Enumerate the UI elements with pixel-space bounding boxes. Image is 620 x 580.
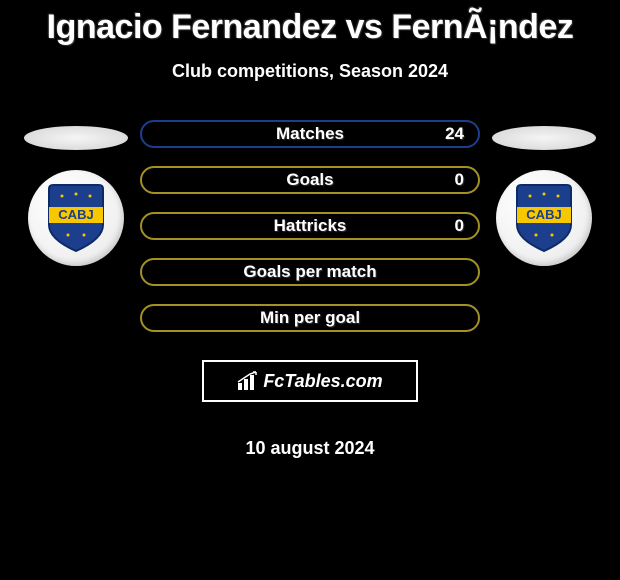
svg-text:CABJ: CABJ — [58, 207, 93, 222]
stat-pill: Goals 0 — [140, 166, 480, 194]
stat-pill: Min per goal — [140, 304, 480, 332]
svg-text:CABJ: CABJ — [526, 207, 561, 222]
stat-pill: Goals per match — [140, 258, 480, 286]
player-right-col: CABJ — [484, 120, 604, 266]
stat-label: Hattricks — [274, 216, 347, 236]
stat-pill: Matches 24 — [140, 120, 480, 148]
infographic-root: Ignacio Fernandez vs FernÃ¡ndez Club com… — [0, 0, 620, 459]
date-text: 10 august 2024 — [245, 438, 374, 459]
stat-label: Goals — [286, 170, 333, 190]
stat-label: Matches — [276, 124, 344, 144]
cabj-shield-icon: CABJ — [513, 183, 575, 253]
stat-value-right: 0 — [455, 170, 464, 190]
stat-label: Min per goal — [260, 308, 360, 328]
fctables-logo-text: FcTables.com — [263, 371, 382, 392]
cabj-shield-icon: CABJ — [45, 183, 107, 253]
main-row: CABJ Matches 24 Goals 0 Hattricks 0 Goals per … — [0, 120, 620, 459]
fctables-logo-box: FcTables.com — [202, 360, 418, 402]
stat-pill: Hattricks 0 — [140, 212, 480, 240]
stat-value-right: 0 — [455, 216, 464, 236]
player-right-club-badge: CABJ — [496, 170, 592, 266]
bar-chart-icon — [237, 371, 259, 391]
stat-value-right: 24 — [445, 124, 464, 144]
player-left-head-placeholder — [24, 126, 128, 150]
player-left-col: CABJ — [16, 120, 136, 266]
player-right-head-placeholder — [492, 126, 596, 150]
stats-column: Matches 24 Goals 0 Hattricks 0 Goals per match… — [136, 120, 484, 459]
page-title: Ignacio Fernandez vs FernÃ¡ndez — [0, 8, 620, 47]
player-left-club-badge: CABJ — [28, 170, 124, 266]
page-subtitle: Club competitions, Season 2024 — [0, 61, 620, 82]
stat-label: Goals per match — [243, 262, 376, 282]
